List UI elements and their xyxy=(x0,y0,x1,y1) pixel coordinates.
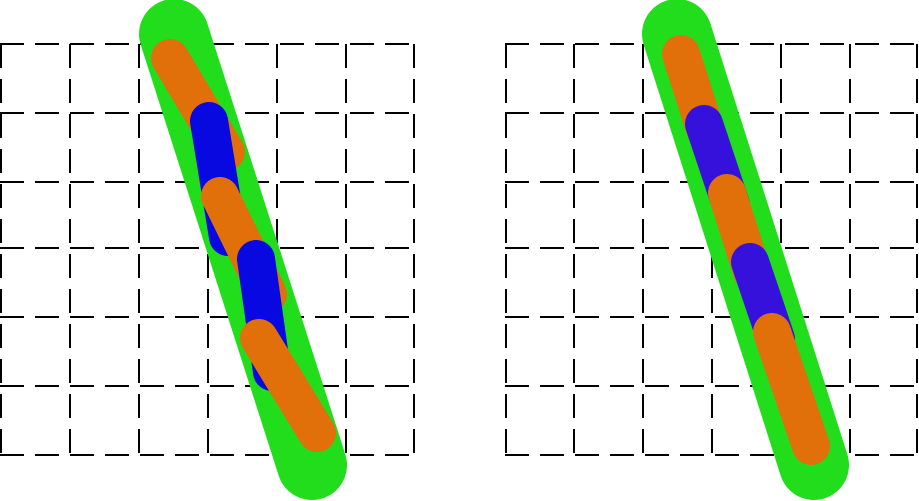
left-panel xyxy=(0,0,415,500)
right-orange-segment-3 xyxy=(753,313,830,465)
left-orange-segment-3 xyxy=(240,319,336,452)
right-panel xyxy=(505,0,918,500)
